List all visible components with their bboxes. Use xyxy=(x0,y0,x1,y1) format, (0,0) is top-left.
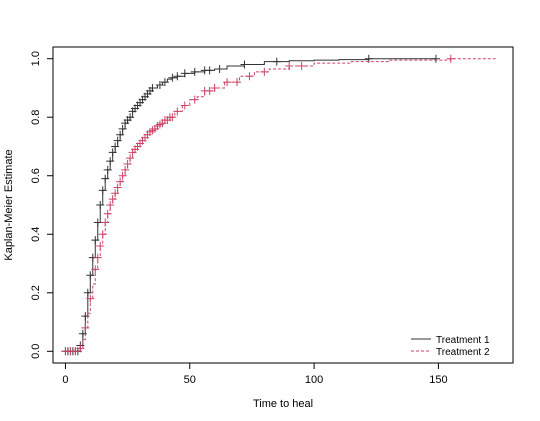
censor-mark xyxy=(126,154,135,163)
x-tick-label: 100 xyxy=(305,374,323,386)
censor-mark xyxy=(96,201,105,209)
censor-mark xyxy=(223,78,232,87)
censor-mark xyxy=(111,142,120,151)
censor-mark xyxy=(245,72,254,81)
censor-mark xyxy=(113,136,122,145)
y-tick-label: 0.0 xyxy=(30,344,42,359)
censor-mark xyxy=(446,54,455,63)
censor-mark xyxy=(210,83,219,92)
censor-mark xyxy=(116,177,125,186)
censor-mark xyxy=(180,101,189,110)
censor-mark xyxy=(108,195,117,204)
censor-mark xyxy=(101,174,110,183)
censor-mark xyxy=(285,62,294,71)
censor-mark xyxy=(160,78,169,87)
y-axis: 0.0 0.2 0.4 0.6 0.8 1.0 xyxy=(30,51,54,359)
legend-label-treatment-2: Treatment 2 xyxy=(436,347,490,358)
censor-mark xyxy=(91,236,100,245)
censor-mark xyxy=(240,60,249,69)
censor-mark xyxy=(113,183,122,192)
series-line-1 xyxy=(65,58,436,352)
censor-mark xyxy=(81,323,90,332)
y-tick-label: 0.6 xyxy=(30,168,42,183)
censor-mark xyxy=(98,186,107,195)
y-tick-label: 1.0 xyxy=(30,51,42,66)
x-axis-title: Time to heal xyxy=(253,398,313,410)
censor-mark xyxy=(364,54,373,63)
censor-mark xyxy=(76,344,85,353)
censor-mark xyxy=(205,86,214,95)
censor-mark xyxy=(126,113,135,122)
censor-mark xyxy=(297,62,306,71)
censor-mark xyxy=(111,189,120,198)
plot-frame xyxy=(52,46,514,364)
x-tick-label: 150 xyxy=(429,374,447,386)
censor-mark xyxy=(118,171,127,180)
censor-mark xyxy=(173,72,182,81)
censor-mark xyxy=(103,165,112,174)
censor-mark xyxy=(168,113,177,122)
censor-mark xyxy=(98,230,107,239)
censor-mark xyxy=(108,148,117,157)
censor-mark xyxy=(83,288,92,297)
censor-mark xyxy=(190,95,199,104)
y-tick-label: 0.2 xyxy=(30,285,42,300)
censor-mark xyxy=(101,218,110,227)
censor-mark xyxy=(86,271,95,280)
censor-mark xyxy=(233,78,241,87)
censor-mark xyxy=(431,54,440,63)
censor-mark xyxy=(118,124,127,133)
x-axis: 0 50 100 150 xyxy=(62,362,448,386)
censor-mark xyxy=(86,294,95,303)
censor-mark xyxy=(96,241,105,250)
series-line-2 xyxy=(65,58,496,352)
x-tick-label: 50 xyxy=(184,374,196,386)
censor-mark xyxy=(93,218,102,227)
censor-mark xyxy=(106,201,115,209)
censor-mark xyxy=(205,66,214,75)
legend-label-treatment-1: Treatment 1 xyxy=(436,335,490,346)
censor-mark xyxy=(123,160,132,169)
censor-mark xyxy=(190,67,199,76)
censor-mark xyxy=(148,83,157,92)
y-axis-title: Kaplan-Meier Estimate xyxy=(3,149,15,260)
censor-mark xyxy=(173,107,182,116)
y-tick-label: 0.8 xyxy=(30,110,42,125)
censor-mark xyxy=(103,209,112,218)
censor-mark xyxy=(180,69,189,78)
censor-mark xyxy=(155,81,164,90)
x-tick-label: 0 xyxy=(62,374,68,386)
censor-mark xyxy=(91,265,100,274)
censor-mark xyxy=(116,130,125,139)
censor-mark xyxy=(106,157,115,166)
legend: Treatment 1 Treatment 2 xyxy=(411,335,490,358)
censor-mark xyxy=(215,64,224,73)
censor-mark xyxy=(260,67,269,76)
censor-mark xyxy=(71,347,80,356)
y-tick-label: 0.4 xyxy=(30,227,42,242)
censor-mark xyxy=(93,253,102,262)
censor-mark xyxy=(121,165,130,174)
plot-area xyxy=(61,54,496,356)
censor-mark xyxy=(272,57,281,66)
censor-mark xyxy=(168,73,177,82)
